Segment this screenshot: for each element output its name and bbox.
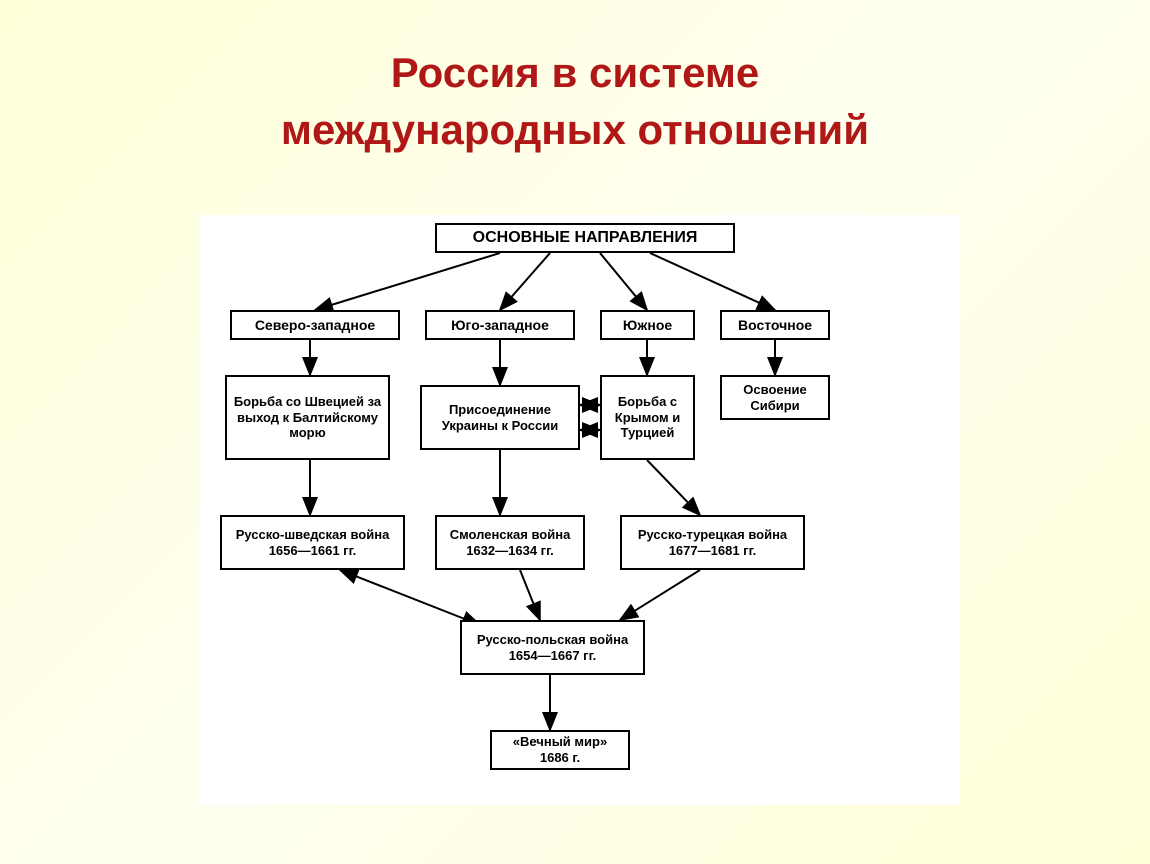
node-s2: Борьба с Крымом и Турцией: [600, 375, 695, 460]
node-e: Восточное: [720, 310, 830, 340]
node-nw: Северо-западное: [230, 310, 400, 340]
node-war4: Русско-польская война 1654—1667 гг.: [460, 620, 645, 675]
node-e2: Освоение Сибири: [720, 375, 830, 420]
edge-war2-war4: [520, 570, 540, 620]
edge-s2-war3: [647, 460, 700, 515]
node-war1: Русско-шведская война 1656—1661 гг.: [220, 515, 405, 570]
edge-root-e: [650, 253, 775, 310]
edge-war3-war4: [620, 570, 700, 620]
node-war2: Смоленская война 1632—1634 гг.: [435, 515, 585, 570]
node-sw: Юго-западное: [425, 310, 575, 340]
node-war3: Русско-турецкая война 1677—1681 гг.: [620, 515, 805, 570]
node-nw2: Борьба со Швецией за выход к Балтийскому…: [225, 375, 390, 460]
edge-war1-war4: [340, 570, 480, 625]
edge-root-s: [600, 253, 647, 310]
page-title: Россия в системе международных отношений: [0, 0, 1150, 158]
diagram-container: ОСНОВНЫЕ НАПРАВЛЕНИЯ Северо-западное Юго-з…: [200, 215, 960, 805]
edge-root-nw: [315, 253, 500, 310]
node-root: ОСНОВНЫЕ НАПРАВЛЕНИЯ: [435, 223, 735, 253]
node-peace: «Вечный мир» 1686 г.: [490, 730, 630, 770]
title-line-2: международных отношений: [0, 102, 1150, 159]
diagram-arrows: [200, 215, 960, 805]
node-sw2: Присоединение Украины к России: [420, 385, 580, 450]
edge-root-sw: [500, 253, 550, 310]
node-s: Южное: [600, 310, 695, 340]
title-line-1: Россия в системе: [0, 45, 1150, 102]
